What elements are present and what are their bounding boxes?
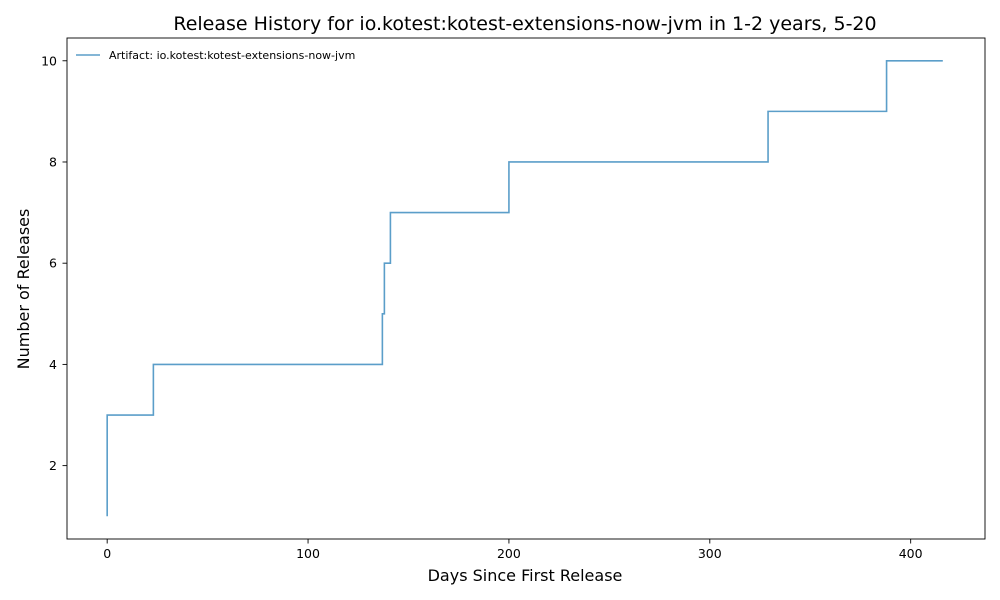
x-tick-label: 400 — [899, 546, 923, 561]
y-tick-label: 6 — [49, 256, 57, 271]
y-axis-label: Number of Releases — [14, 209, 33, 370]
chart-title: Release History for io.kotest:kotest-ext… — [173, 13, 876, 35]
plot-area — [66, 37, 986, 540]
x-axis: 0 100 200 300 400 — [103, 539, 923, 561]
y-tick-label: 4 — [49, 357, 57, 372]
y-tick-label: 10 — [41, 53, 57, 68]
series-line-0 — [106, 59, 943, 517]
legend: Artifact: io.kotest:kotest-extensions-no… — [76, 49, 355, 62]
legend-label: Artifact: io.kotest:kotest-extensions-no… — [109, 49, 355, 62]
x-tick-label: 100 — [296, 546, 320, 561]
x-axis-label: Days Since First Release — [428, 566, 623, 585]
x-tick-label: 0 — [103, 546, 111, 561]
y-tick-label: 8 — [49, 154, 57, 169]
plot-frame — [66, 37, 986, 540]
y-tick-label: 2 — [49, 458, 57, 473]
x-tick-label: 300 — [698, 546, 722, 561]
x-tick-label: 200 — [497, 546, 521, 561]
y-axis: 2 4 6 8 10 — [41, 53, 67, 473]
